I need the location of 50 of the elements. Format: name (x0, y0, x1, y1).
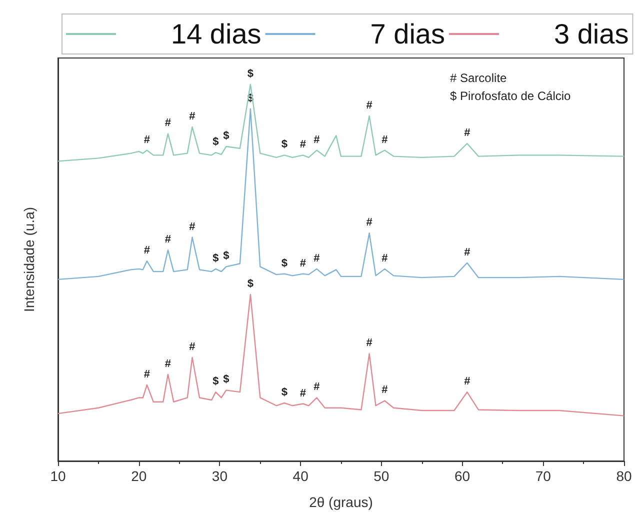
annotation: # (314, 134, 320, 146)
annotation: # (300, 387, 306, 400)
annotation: # Sarcolite (450, 71, 508, 85)
x-tick-label: 80 (616, 468, 632, 484)
annotation: # (366, 337, 372, 350)
annotation: # (314, 381, 320, 394)
annotation: $ (212, 136, 219, 148)
annotation: # (189, 340, 196, 353)
annotation: $ (247, 278, 254, 290)
x-tick-label: 50 (374, 468, 390, 484)
annotation: # (464, 376, 470, 388)
annotation: # (189, 220, 196, 233)
annotation: $ (281, 386, 288, 398)
y-axis-title: Intensidade (u.a) (21, 206, 37, 312)
annotation: # (164, 358, 172, 370)
annotation: # (164, 117, 172, 130)
annotation: $ Pirofosfato de Cálcio (450, 89, 572, 103)
annotation: # (464, 246, 470, 258)
annotation: # (144, 244, 150, 257)
annotation: # (382, 134, 388, 146)
x-tick-label: 20 (131, 468, 147, 484)
annotation: $ (281, 138, 288, 151)
x-axis-title: 2θ (graus) (309, 494, 373, 510)
legend-label: 3 dias (554, 18, 629, 50)
annotation: # (300, 257, 306, 270)
annotation: # (144, 368, 150, 380)
x-tick-label: 70 (535, 468, 552, 484)
annotation: # (144, 134, 150, 146)
annotation: $ (223, 250, 230, 262)
annotation: $ (247, 68, 254, 80)
annotation: # (189, 110, 196, 122)
x-tick-label: 60 (454, 468, 470, 484)
x-tick-label: 10 (50, 468, 66, 484)
annotation: $ (212, 376, 219, 388)
legend-label: 7 dias (370, 18, 446, 50)
annotation: # (382, 252, 388, 264)
annotation: # (366, 100, 372, 112)
annotation: $ (223, 374, 230, 386)
annotation: $ (212, 252, 219, 264)
annotation: # (300, 138, 306, 151)
x-tick-label: 40 (292, 468, 309, 484)
x-tick-label: 30 (212, 468, 228, 484)
annotation: # (164, 234, 172, 246)
annotation: # (314, 252, 320, 264)
annotation: # (464, 126, 470, 139)
annotation: $ (223, 130, 230, 142)
annotation: # (366, 216, 372, 229)
annotation: # (382, 384, 388, 396)
legend-label: 14 dias (171, 18, 262, 50)
annotation: $ (281, 257, 288, 270)
